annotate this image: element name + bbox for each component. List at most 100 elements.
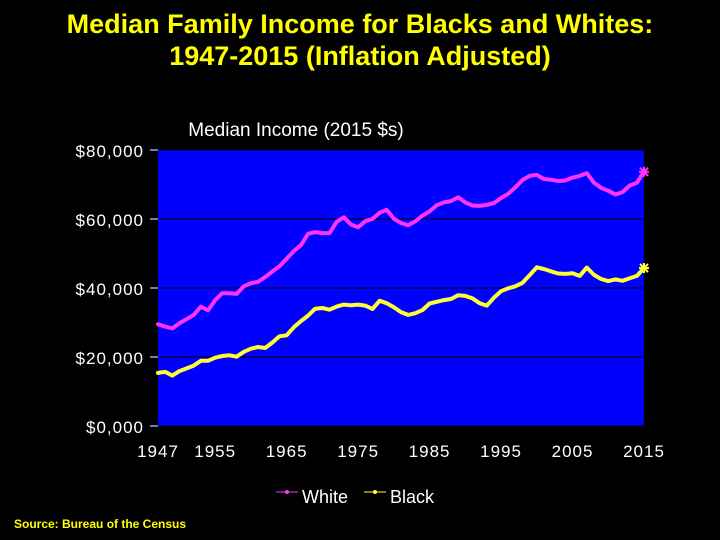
data-point-white	[292, 249, 296, 253]
data-point-white	[613, 192, 618, 197]
data-point-black	[535, 265, 539, 269]
x-tick-label: 2005	[552, 442, 594, 461]
data-point-black	[442, 298, 446, 302]
data-point-white	[570, 176, 575, 180]
data-point-white	[206, 308, 210, 312]
data-point-white	[378, 211, 382, 215]
end-marker-white	[639, 166, 649, 177]
data-point-white	[306, 232, 310, 236]
data-point-black	[306, 314, 310, 318]
y-tick-label: $40,000	[76, 280, 144, 299]
data-point-white	[192, 313, 196, 317]
data-point-black	[506, 286, 510, 290]
data-point-black	[549, 269, 553, 273]
data-point-black	[499, 289, 503, 293]
data-point-black	[170, 374, 174, 378]
data-point-white	[349, 222, 353, 227]
data-point-white	[513, 185, 518, 189]
data-point-white	[256, 280, 260, 284]
data-point-black	[185, 366, 189, 370]
data-point-white	[442, 200, 446, 204]
data-point-black	[635, 274, 639, 278]
data-point-black	[199, 359, 203, 363]
data-point-black	[349, 303, 353, 307]
data-point-white	[156, 322, 160, 326]
data-point-white	[177, 321, 181, 325]
data-point-black	[206, 359, 210, 363]
data-point-black	[320, 306, 324, 310]
data-point-white	[628, 183, 632, 188]
data-point-white	[327, 231, 332, 235]
data-point-black	[299, 319, 303, 323]
data-point-white	[592, 181, 596, 185]
data-point-white	[163, 325, 167, 329]
data-point-black	[556, 271, 560, 276]
data-point-black	[578, 274, 582, 278]
x-tick-label: 1965	[266, 442, 308, 461]
data-point-white	[563, 178, 568, 182]
data-point-white	[320, 231, 324, 235]
data-point-black	[513, 284, 518, 288]
data-point-white	[313, 230, 317, 234]
data-point-black	[270, 340, 274, 345]
data-point-black	[449, 297, 453, 301]
data-point-black	[277, 334, 282, 338]
data-point-black	[177, 369, 181, 373]
data-point-white	[277, 264, 282, 268]
chart-title: Median Income (2015 $s)	[188, 120, 403, 141]
data-point-white	[220, 291, 224, 295]
x-tick-label: 2015	[623, 442, 665, 461]
data-point-black	[220, 354, 224, 358]
data-point-black	[235, 355, 239, 359]
data-point-black	[256, 345, 260, 349]
data-point-white	[606, 189, 610, 193]
data-point-black	[492, 296, 496, 300]
data-point-white	[413, 219, 417, 223]
data-point-black	[378, 299, 382, 303]
data-point-white	[542, 177, 546, 181]
data-point-white	[506, 192, 510, 196]
legend-label-white: White	[302, 487, 348, 507]
data-point-white	[535, 173, 539, 177]
data-point-black	[463, 294, 467, 298]
slide-title: Median Family Income for Blacks and Whit…	[0, 8, 720, 72]
y-tick-label: $80,000	[76, 142, 144, 161]
source-note: Source: Bureau of the Census	[14, 517, 187, 531]
data-point-black	[285, 333, 289, 337]
data-point-black	[456, 293, 460, 297]
data-point-white	[499, 196, 503, 200]
data-point-black	[528, 273, 532, 277]
data-point-black	[563, 272, 568, 276]
data-point-white	[227, 291, 232, 295]
data-point-white	[456, 195, 460, 199]
data-point-white	[213, 298, 217, 302]
data-point-black	[606, 279, 610, 283]
data-point-black	[263, 346, 267, 350]
data-point-white	[392, 217, 396, 221]
y-tick-label: $60,000	[76, 211, 144, 230]
data-point-white	[528, 174, 532, 178]
data-point-black	[585, 266, 589, 270]
legend-marker-black	[373, 490, 377, 494]
data-point-white	[249, 281, 253, 285]
legend: White Black	[276, 487, 435, 507]
data-point-white	[270, 269, 274, 273]
legend-label-black: Black	[390, 487, 435, 507]
series-layer	[156, 166, 649, 378]
data-point-black	[363, 304, 367, 308]
data-point-black	[370, 307, 374, 311]
y-tick-label: $20,000	[76, 349, 144, 368]
data-point-white	[242, 284, 246, 288]
data-point-black	[592, 273, 596, 277]
data-point-white	[185, 317, 189, 321]
data-point-black	[599, 277, 603, 281]
data-point-white	[556, 179, 560, 183]
data-point-black	[156, 371, 160, 375]
y-tick-label: $0,000	[86, 418, 144, 437]
data-point-black	[520, 281, 525, 285]
data-point-black	[406, 313, 410, 317]
data-point-white	[299, 243, 303, 247]
data-point-black	[327, 308, 332, 312]
data-point-white	[370, 217, 374, 221]
